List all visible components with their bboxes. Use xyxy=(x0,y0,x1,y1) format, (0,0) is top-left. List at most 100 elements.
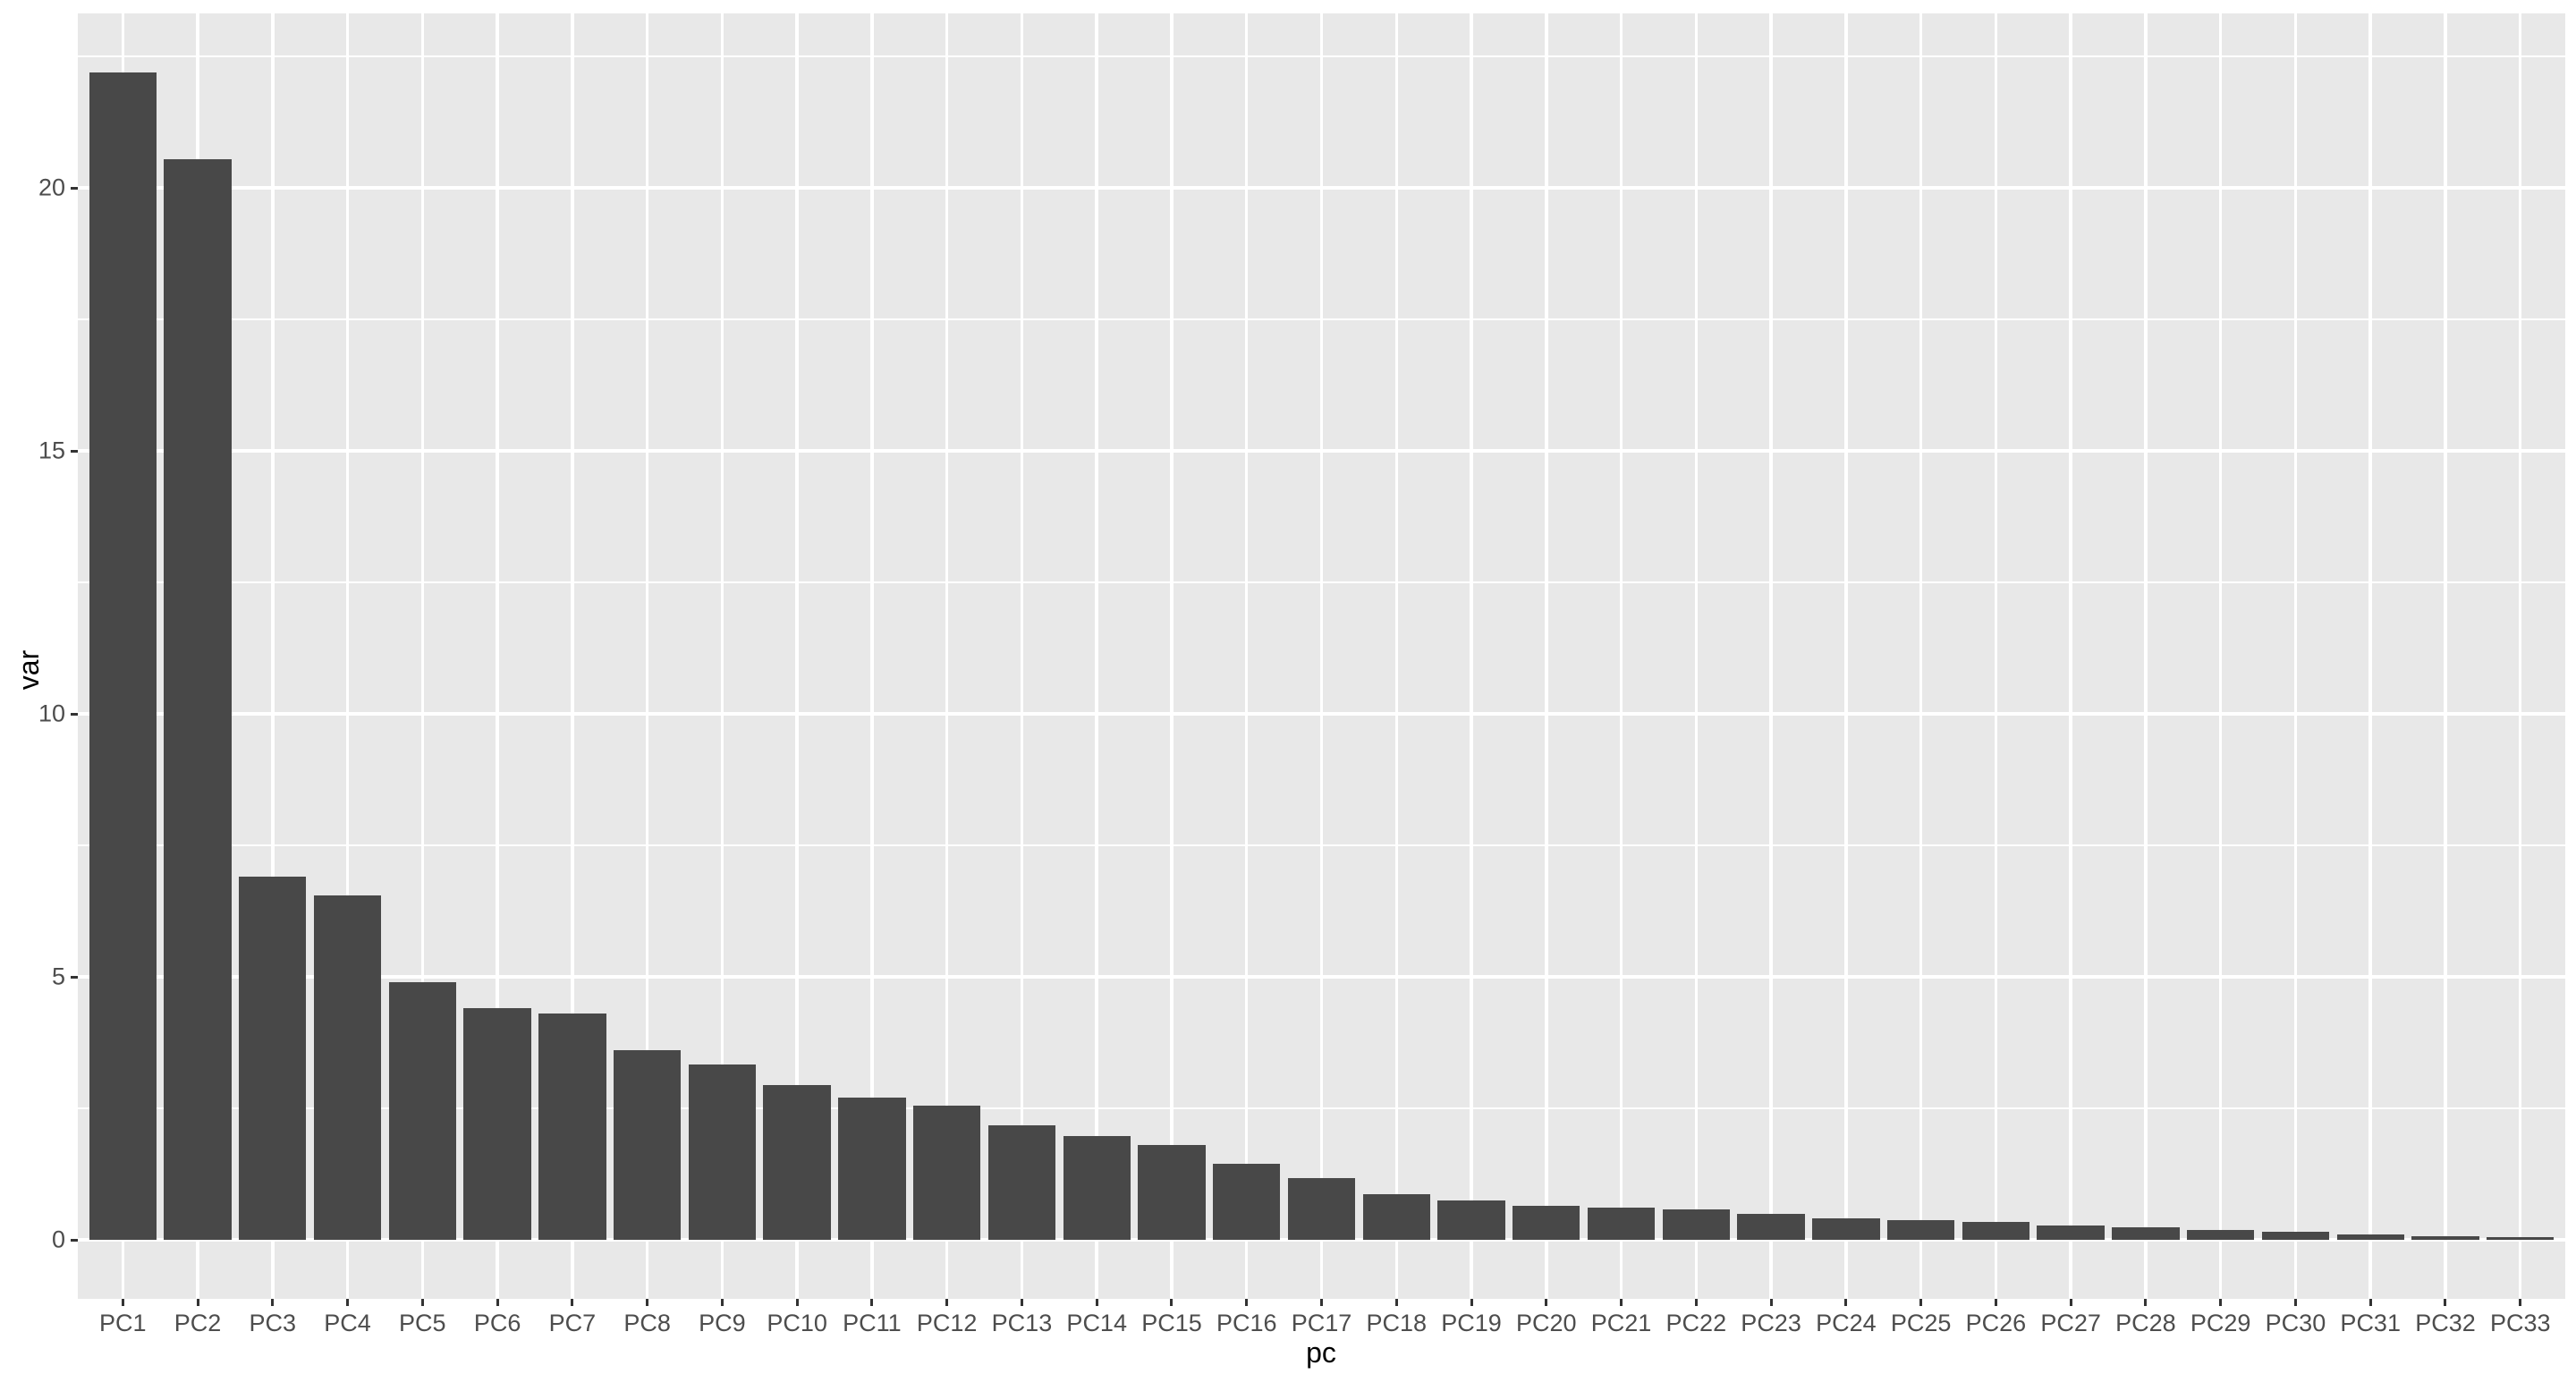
bar-pc23 xyxy=(1737,1213,1805,1240)
x-tick-mark xyxy=(1694,1299,1698,1306)
bar-pc17 xyxy=(1287,1178,1356,1240)
x-tick-label: PC25 xyxy=(1890,1310,1952,1336)
x-tick-label: PC28 xyxy=(2115,1310,2176,1336)
x-major-gridline xyxy=(496,13,499,1299)
bar-pc27 xyxy=(2037,1226,2105,1240)
x-major-gridline xyxy=(870,13,874,1299)
x-tick-mark xyxy=(795,1299,799,1306)
bar-pc22 xyxy=(1662,1209,1730,1240)
x-tick-mark xyxy=(571,1299,574,1306)
bar-pc9 xyxy=(688,1064,757,1240)
x-tick-label: PC8 xyxy=(623,1310,671,1336)
x-tick-mark xyxy=(1470,1299,1473,1306)
bar-pc33 xyxy=(2487,1237,2555,1240)
x-tick-label: PC15 xyxy=(1141,1310,1202,1336)
bar-pc28 xyxy=(2112,1227,2180,1240)
bar-pc25 xyxy=(1886,1220,1955,1240)
x-tick-label: PC29 xyxy=(2190,1310,2251,1336)
y-tick-mark xyxy=(71,975,78,979)
x-tick-label: PC5 xyxy=(399,1310,446,1336)
x-major-gridline xyxy=(1844,13,1848,1299)
y-tick-label: 5 xyxy=(51,963,65,990)
bar-pc2 xyxy=(164,158,232,1240)
bar-pc20 xyxy=(1513,1205,1580,1240)
x-tick-label: PC22 xyxy=(1665,1310,1727,1336)
x-major-gridline xyxy=(1394,13,1398,1299)
x-major-gridline xyxy=(2518,13,2522,1299)
x-tick-mark xyxy=(1844,1299,1848,1306)
x-tick-label: PC2 xyxy=(174,1310,222,1336)
x-major-gridline xyxy=(271,13,275,1299)
x-tick-label: PC18 xyxy=(1366,1310,1428,1336)
x-major-gridline xyxy=(1319,13,1324,1299)
x-tick-label: PC24 xyxy=(1816,1310,1877,1336)
x-major-gridline xyxy=(1545,13,1548,1299)
bar-pc7 xyxy=(538,1014,606,1240)
bar-pc13 xyxy=(987,1125,1056,1240)
x-major-gridline xyxy=(1919,13,1923,1299)
x-major-gridline xyxy=(1694,13,1699,1299)
x-tick-mark xyxy=(1545,1299,1548,1306)
x-tick-label: PC17 xyxy=(1291,1310,1352,1336)
bar-pc29 xyxy=(2186,1230,2255,1240)
bar-pc19 xyxy=(1437,1200,1505,1240)
x-tick-label: PC11 xyxy=(843,1310,902,1336)
x-tick-mark xyxy=(496,1299,499,1306)
y-tick-label: 10 xyxy=(38,700,65,727)
x-tick-label: PC13 xyxy=(991,1310,1053,1336)
bar-pc16 xyxy=(1213,1163,1281,1240)
x-major-gridline xyxy=(2293,13,2298,1299)
x-major-gridline xyxy=(1095,13,1098,1299)
y-tick-mark xyxy=(71,712,78,716)
x-tick-mark xyxy=(1919,1299,1923,1306)
x-major-gridline xyxy=(1769,13,1773,1299)
bar-pc12 xyxy=(912,1106,981,1240)
x-major-gridline xyxy=(1244,13,1249,1299)
x-tick-label: PC10 xyxy=(767,1310,827,1336)
x-tick-label: PC9 xyxy=(699,1310,746,1336)
x-tick-label: PC7 xyxy=(548,1310,597,1336)
y-tick-mark xyxy=(71,1238,78,1242)
bar-pc6 xyxy=(463,1008,531,1240)
x-major-gridline xyxy=(1470,13,1473,1299)
y-axis-title: var xyxy=(13,649,46,691)
x-major-gridline xyxy=(945,13,949,1299)
x-tick-mark xyxy=(1170,1299,1174,1306)
x-tick-mark xyxy=(2368,1299,2372,1306)
x-tick-label: PC14 xyxy=(1066,1310,1127,1336)
plot-panel xyxy=(78,13,2565,1299)
x-major-gridline xyxy=(1994,13,1998,1299)
bar-pc30 xyxy=(2261,1231,2330,1240)
bar-pc10 xyxy=(763,1084,831,1240)
x-tick-mark xyxy=(2293,1299,2297,1306)
x-tick-mark xyxy=(646,1299,649,1306)
x-tick-mark xyxy=(1020,1299,1023,1306)
x-tick-label: PC20 xyxy=(1516,1310,1577,1336)
x-major-gridline xyxy=(1619,13,1623,1299)
x-tick-label: PC6 xyxy=(473,1310,521,1336)
bar-pc4 xyxy=(313,895,382,1240)
y-tick-label: 15 xyxy=(38,437,65,464)
x-axis-title: pc xyxy=(1306,1336,1336,1369)
bar-pc32 xyxy=(2411,1236,2479,1240)
x-major-gridline xyxy=(795,13,799,1299)
x-tick-mark xyxy=(346,1299,350,1306)
y-tick-mark xyxy=(71,186,78,190)
x-major-gridline xyxy=(1020,13,1024,1299)
x-major-gridline xyxy=(2144,13,2148,1299)
x-major-gridline xyxy=(2218,13,2223,1299)
bar-pc18 xyxy=(1362,1194,1430,1240)
x-tick-label: PC1 xyxy=(98,1310,147,1336)
x-tick-mark xyxy=(121,1299,124,1306)
x-tick-mark xyxy=(271,1299,275,1306)
bar-pc15 xyxy=(1138,1145,1206,1240)
x-tick-label: PC4 xyxy=(324,1310,371,1336)
x-tick-label: PC16 xyxy=(1216,1310,1277,1336)
x-major-gridline xyxy=(2444,13,2447,1299)
bar-pc5 xyxy=(388,981,456,1240)
bar-pc31 xyxy=(2336,1234,2404,1240)
x-tick-label: PC30 xyxy=(2265,1310,2326,1336)
x-major-gridline xyxy=(571,13,574,1299)
x-tick-mark xyxy=(1769,1299,1773,1306)
x-tick-mark xyxy=(196,1299,199,1306)
